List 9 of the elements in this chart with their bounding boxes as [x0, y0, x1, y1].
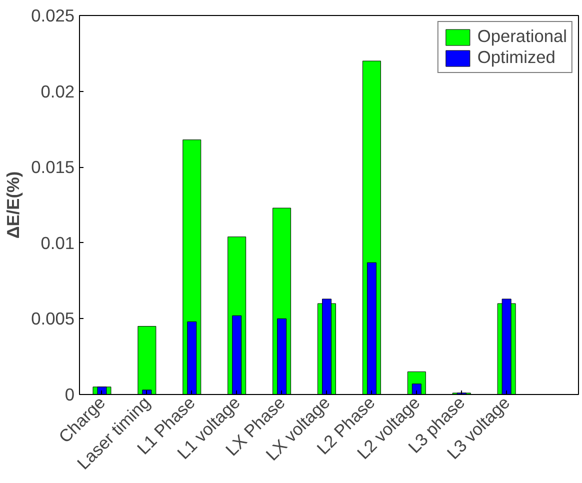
y-tick-label: 0.015 [31, 157, 75, 178]
y-axis-title: ΔE/E(%) [3, 171, 24, 239]
y-tick-label: 0.025 [31, 6, 75, 26]
legend-label: Optimized [477, 47, 556, 68]
y-tick-label: 0 [64, 384, 75, 404]
y-tick-label: 0.01 [40, 232, 75, 253]
y-tick-label: 0.005 [31, 308, 75, 329]
legend-label: Operational [477, 26, 567, 47]
y-tick-label: 0.02 [40, 81, 75, 102]
